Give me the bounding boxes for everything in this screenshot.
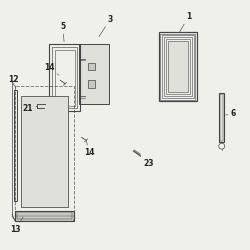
Text: 12: 12 xyxy=(8,74,19,88)
Text: 23: 23 xyxy=(140,156,154,168)
Bar xyxy=(88,63,95,70)
Bar xyxy=(52,47,77,108)
Text: 3: 3 xyxy=(99,15,113,37)
Bar xyxy=(88,80,95,88)
Bar xyxy=(55,50,75,106)
Bar xyxy=(164,37,192,96)
Bar xyxy=(166,39,190,94)
Bar xyxy=(15,86,74,221)
Bar xyxy=(220,94,224,142)
Text: 13: 13 xyxy=(10,217,23,234)
Text: 21: 21 xyxy=(23,104,38,113)
Text: 14: 14 xyxy=(84,141,94,157)
Bar xyxy=(219,93,224,142)
Bar xyxy=(14,90,17,201)
Bar xyxy=(20,96,68,207)
Bar xyxy=(15,211,74,221)
Bar xyxy=(49,44,80,111)
Bar xyxy=(168,41,188,92)
Text: 1: 1 xyxy=(180,12,191,32)
Text: 14: 14 xyxy=(44,63,59,75)
Bar xyxy=(160,34,195,100)
Bar xyxy=(17,212,72,219)
Bar xyxy=(162,35,194,98)
Bar xyxy=(79,44,109,104)
Bar xyxy=(158,32,197,102)
Text: 5: 5 xyxy=(60,22,66,42)
Text: 6: 6 xyxy=(226,109,236,118)
